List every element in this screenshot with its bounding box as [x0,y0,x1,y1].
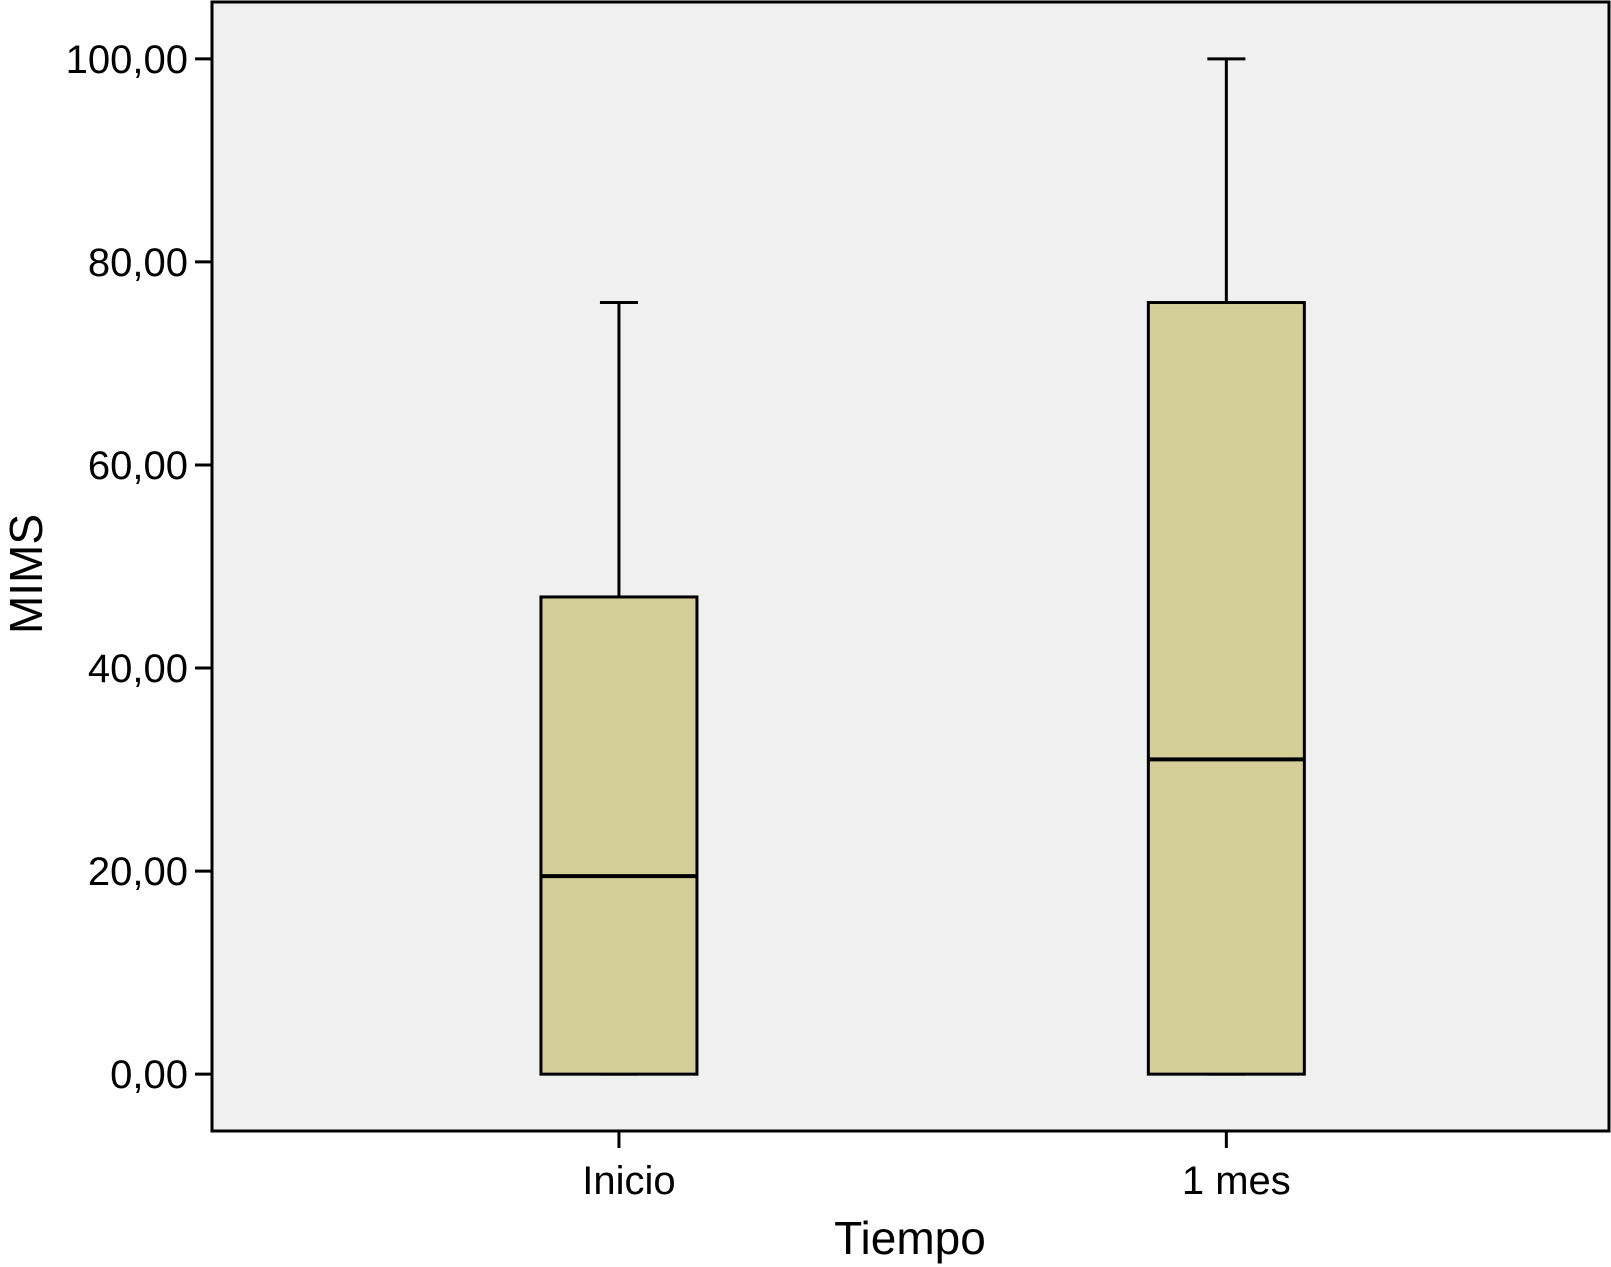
x-tick-label: 1 mes [1182,1159,1291,1203]
y-tick-label: 60,00 [88,444,188,488]
y-tick-label: 100,00 [66,38,188,82]
box-1 [539,301,699,1076]
plot-area [210,0,1611,1133]
y-tick-label: 20,00 [88,850,188,894]
y-axis: 0,00 20,00 40,00 60,00 80,00 100,00 [66,38,212,1097]
boxes [539,57,1306,1076]
y-tick-label: 80,00 [88,241,188,285]
box-2 [1146,57,1306,1076]
y-tick-label: 0,00 [110,1053,188,1097]
x-tick-label: Inicio [582,1159,675,1203]
x-axis: Inicio 1 mes [582,1131,1291,1203]
x-axis-title: Tiempo [834,1212,986,1264]
box-iqr [539,595,699,1076]
y-axis-title: MIMS [0,514,52,634]
y-tick-label: 40,00 [88,647,188,691]
box-iqr [1146,301,1306,1076]
